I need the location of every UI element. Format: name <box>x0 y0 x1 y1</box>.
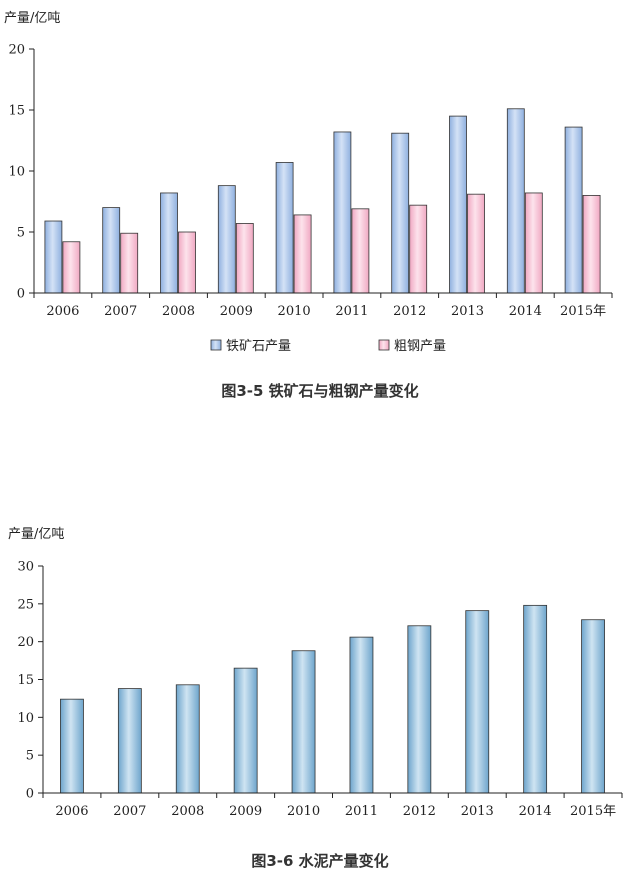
bar-2-s0-5 <box>349 636 374 794</box>
x-tick-label: 2009 <box>220 304 253 319</box>
bar-1-s0-6 <box>391 132 410 294</box>
bar-1-s1-9 <box>582 194 601 294</box>
x-tick-label: 2008 <box>162 304 195 319</box>
x-tick-label: 2011 <box>345 804 378 819</box>
bar-2-s0-7 <box>465 610 490 794</box>
chart2-y-unit-label: 产量/亿吨 <box>8 527 64 542</box>
x-tick-label: 2007 <box>104 304 137 319</box>
bar-1-s1-3 <box>235 223 254 294</box>
y-tick-label: 30 <box>17 560 34 575</box>
bar-1-s1-5 <box>351 208 370 294</box>
y-tick-label: 0 <box>26 787 34 802</box>
y-tick-label: 15 <box>8 104 25 119</box>
y-tick-label: 15 <box>17 673 34 688</box>
legend-swatch-crude-steel <box>378 339 390 351</box>
x-tick-label: 2013 <box>451 304 484 319</box>
x-tick-label: 2012 <box>403 804 436 819</box>
bar-1-s1-2 <box>178 231 196 294</box>
bar-1-s1-8 <box>524 192 543 294</box>
x-tick-label: 2013 <box>461 804 494 819</box>
bar-1-s0-3 <box>217 185 236 294</box>
chart1-caption: 图3-5 铁矿石与粗钢产量变化 <box>221 382 418 400</box>
bar-1-s1-1 <box>120 232 139 294</box>
bar-2-s0-6 <box>407 625 432 794</box>
y-tick-label: 0 <box>17 287 25 302</box>
bar-1-s0-4 <box>275 162 294 294</box>
bar-1-s1-6 <box>409 204 428 294</box>
x-tick-label: 2009 <box>229 804 262 819</box>
x-tick-label: 2012 <box>393 304 426 319</box>
chart1-y-unit-label: 产量/亿吨 <box>4 11 60 26</box>
y-tick-label: 10 <box>8 165 25 180</box>
bar-1-s1-4 <box>293 214 312 294</box>
bar-2-s0-8 <box>523 604 548 794</box>
x-tick-label: 2011 <box>335 304 368 319</box>
bar-2-s0-1 <box>117 688 142 794</box>
chart-iron-steel: 产量/亿吨 0 5 10 15 20 2006 2007 2008 2009 2010 2011 20… <box>4 11 613 400</box>
x-tick-label: 2010 <box>278 304 311 319</box>
y-tick-label: 20 <box>17 635 34 650</box>
legend-label-crude-steel: 粗钢产量 <box>394 339 446 354</box>
chart2-axes: 0 5 10 15 20 25 30 2006 2007 2008 2009 2010 2011 2012… <box>17 560 623 819</box>
y-tick-label: 10 <box>17 711 34 726</box>
bar-1-s0-1 <box>102 207 121 294</box>
chart-cement: 产量/亿吨 0 5 10 15 20 25 30 2006 2007 2008 2009 2010 20… <box>8 527 623 870</box>
bar-1-s1-7 <box>467 193 485 294</box>
y-tick-label: 5 <box>26 749 34 764</box>
x-tick-label: 2010 <box>287 804 320 819</box>
y-tick-label: 25 <box>17 597 34 612</box>
legend-label-iron-ore: 铁矿石产量 <box>226 339 291 354</box>
bar-1-s0-9 <box>564 126 583 294</box>
x-tick-label: 2014 <box>519 804 552 819</box>
y-tick-label: 20 <box>8 43 25 58</box>
bar-2-s0-4 <box>291 650 316 794</box>
chart2-caption: 图3-6 水泥产量变化 <box>251 852 388 870</box>
chart1-legend: 铁矿石产量 粗钢产量 <box>210 339 446 354</box>
bar-2-s0-2 <box>175 684 200 794</box>
y-tick-label: 5 <box>17 226 25 241</box>
x-tick-label: 2008 <box>171 804 204 819</box>
chart2-bars <box>60 604 605 794</box>
bar-1-s0-0 <box>44 220 63 294</box>
x-tick-label: 2006 <box>55 804 88 819</box>
bar-1-s0-7 <box>449 115 467 294</box>
bar-1-s0-8 <box>506 108 525 294</box>
x-tick-label: 2006 <box>46 304 79 319</box>
bar-2-s0-0 <box>60 698 84 794</box>
x-tick-label: 2007 <box>113 804 146 819</box>
bar-2-s0-3 <box>233 667 258 794</box>
bar-2-s0-9 <box>581 619 605 794</box>
x-tick-label: 2015年 <box>570 804 616 819</box>
x-tick-label: 2015年 <box>560 304 606 319</box>
bar-1-s0-5 <box>333 131 352 294</box>
x-tick-label: 2014 <box>509 304 542 319</box>
legend-swatch-iron-ore <box>210 339 222 351</box>
chart1-bars <box>44 108 601 294</box>
bar-1-s1-0 <box>62 241 81 294</box>
chart1-axes: 0 5 10 15 20 2006 2007 2008 2009 2010 2011 2012 2013… <box>8 43 613 319</box>
bar-1-s0-2 <box>160 192 178 294</box>
